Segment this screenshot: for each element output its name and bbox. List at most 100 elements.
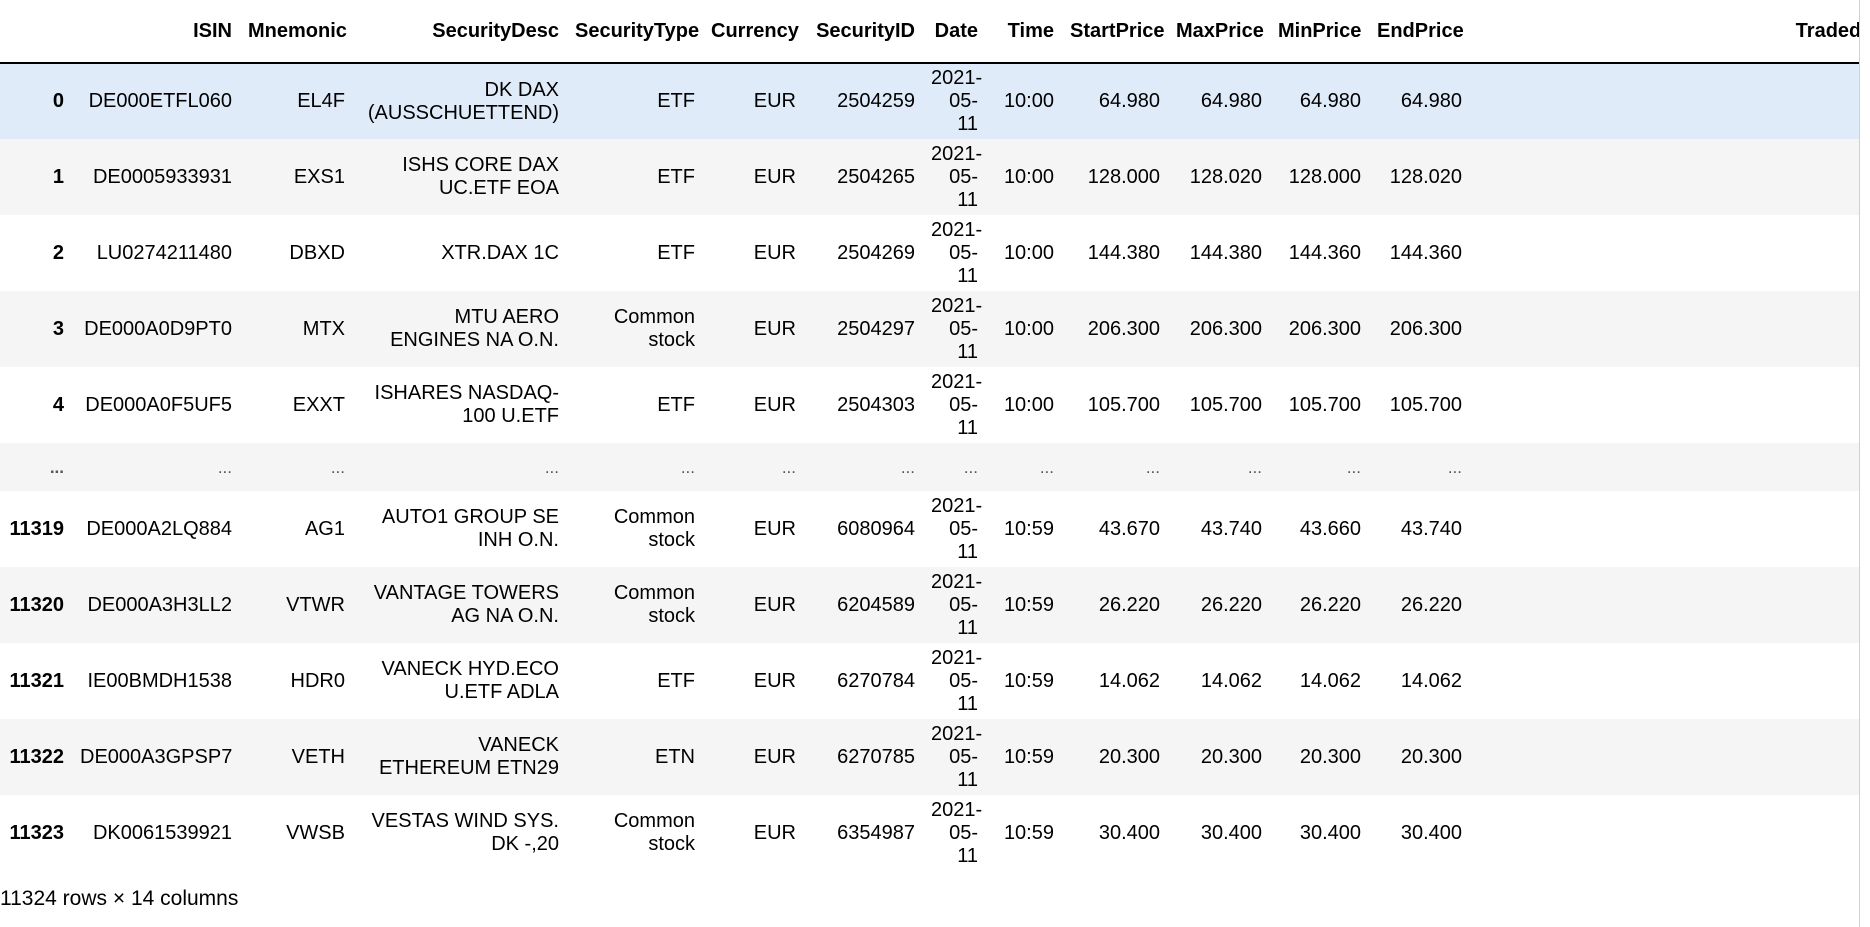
table-cell: 26.220 bbox=[1200, 593, 1262, 616]
table-cell: 10:59 bbox=[1003, 821, 1054, 844]
column-header: TradedVolume bbox=[1470, 0, 1860, 64]
table-cell: VESTAS WIND SYS. DK -,20 bbox=[371, 810, 559, 855]
table-cell: ... bbox=[963, 457, 978, 477]
table-cell: VANTAGE TOWERS AG NA O.N. bbox=[373, 582, 559, 627]
table-cell: 30.400 bbox=[1400, 821, 1462, 844]
table-cell: EL4F bbox=[297, 90, 345, 112]
table-cell: MTU AERO ENGINES NA O.N. bbox=[390, 306, 559, 351]
table-cell: 10:59 bbox=[1003, 669, 1054, 692]
table-cell: 30 bbox=[1470, 491, 1860, 567]
table-cell: 105.700 bbox=[1288, 393, 1361, 416]
table-cell: ... bbox=[900, 457, 915, 477]
row-index: 11323 bbox=[9, 821, 64, 844]
table-cell: DE000A0F5UF5 bbox=[85, 393, 232, 416]
table-cell: 105.700 bbox=[1087, 393, 1160, 416]
table-cell: 2021-05-11 bbox=[931, 494, 983, 563]
table-row[interactable]: 11323 DK0061539921 VWSB VESTAS WIND SYS. DK… bbox=[0, 795, 1860, 870]
table-cell: 30.400 bbox=[1098, 821, 1160, 844]
table-cell: 43.670 bbox=[1098, 517, 1160, 540]
table-cell: 2021-05-11 bbox=[931, 142, 983, 211]
table-cell: 2504297 bbox=[837, 317, 915, 340]
row-index: 11320 bbox=[9, 593, 64, 616]
table-cell: DK0061539921 bbox=[92, 821, 232, 844]
table-row[interactable]: 0 DE000ETFL060 EL4F DK DAX (AUSSCHUETTEND) E… bbox=[0, 63, 1860, 139]
table-cell: DE000A2LQ884 bbox=[86, 517, 232, 540]
header-row: ISIN Mnemonic SecurityDesc SecurityType Curr… bbox=[0, 0, 1860, 64]
table-row[interactable]: 11321 IE00BMDH1538 HDR0 VANECK HYD.ECO U.ET… bbox=[0, 643, 1860, 719]
table-cell: DE0005933931 bbox=[92, 165, 232, 188]
table-cell: 10:59 bbox=[1003, 593, 1054, 616]
table-cell: 20.300 bbox=[1299, 745, 1361, 768]
table-cell: ... bbox=[1447, 457, 1462, 477]
table-cell: 10:59 bbox=[1003, 517, 1054, 540]
table-cell: EUR bbox=[753, 745, 796, 768]
table-cell: ... bbox=[1145, 457, 1160, 477]
table-cell: ... bbox=[330, 457, 345, 477]
table-cell: Common stock bbox=[613, 506, 695, 551]
table-cell: EUR bbox=[753, 593, 796, 616]
row-index: 3 bbox=[52, 317, 64, 340]
table-cell: 2021-05-11 bbox=[931, 798, 983, 867]
column-header: SecurityID bbox=[804, 0, 923, 64]
table-cell: ... bbox=[781, 457, 796, 477]
dataframe-table: ISIN Mnemonic SecurityDesc SecurityType Curr… bbox=[0, 0, 1860, 870]
table-cell: EUR bbox=[753, 241, 796, 264]
table-row[interactable]: 1 DE0005933931 EXS1 ISHS CORE DAX UC.ETF EO… bbox=[0, 139, 1860, 215]
table-cell: 64.980 bbox=[1098, 90, 1160, 112]
table-cell: 2021-05-11 bbox=[931, 646, 983, 715]
table-cell: 14.062 bbox=[1098, 669, 1160, 692]
table-cell: 20.300 bbox=[1200, 745, 1262, 768]
row-index: 0 bbox=[52, 90, 64, 112]
table-row[interactable]: ....................................... bbox=[0, 443, 1860, 491]
table-cell: ETF bbox=[657, 90, 695, 112]
table-cell: 43.740 bbox=[1400, 517, 1462, 540]
table-row[interactable]: 11322 DE000A3GPSP7 VETH VANECK ETHEREUM ETN… bbox=[0, 719, 1860, 795]
table-cell: 2504259 bbox=[837, 90, 915, 112]
table-cell: EUR bbox=[753, 317, 796, 340]
table-row[interactable]: 2 LU0274211480 DBXD XTR.DAX 1C ETF EUR 2504269… bbox=[0, 215, 1860, 291]
table-cell bbox=[1470, 795, 1860, 870]
table-cell: ... bbox=[217, 457, 232, 477]
row-index: 11322 bbox=[9, 745, 64, 768]
table-cell: 206.300 bbox=[1389, 317, 1462, 340]
table-cell bbox=[1470, 443, 1860, 491]
table-cell: ETF bbox=[657, 669, 695, 692]
row-index: 2 bbox=[52, 241, 64, 264]
table-cell: IE00BMDH1538 bbox=[87, 669, 232, 692]
table-cell: ... bbox=[1346, 457, 1361, 477]
table-body: 0 DE000ETFL060 EL4F DK DAX (AUSSCHUETTEND) E… bbox=[0, 63, 1860, 870]
table-cell: VWSB bbox=[286, 821, 345, 844]
table-cell: 43.740 bbox=[1200, 517, 1262, 540]
table-cell: 144.380 bbox=[1189, 241, 1262, 264]
table-row[interactable]: 3 DE000A0D9PT0 MTX MTU AERO ENGINES NA O.N.… bbox=[0, 291, 1860, 367]
table-row[interactable]: 11320 DE000A3H3LL2 VTWR VANTAGE TOWERS AG N… bbox=[0, 567, 1860, 643]
table-cell: ETN bbox=[655, 745, 695, 768]
table-cell: 206.300 bbox=[1189, 317, 1262, 340]
table-cell: ISHS CORE DAX UC.ETF EOA bbox=[402, 154, 559, 199]
table-cell: 10:00 bbox=[1003, 241, 1054, 264]
table-row[interactable]: 4 DE000A0F5UF5 EXXT ISHARES NASDAQ-100 U.ET… bbox=[0, 367, 1860, 443]
table-header: ISIN Mnemonic SecurityDesc SecurityType Curr… bbox=[0, 0, 1860, 64]
table-cell: VTWR bbox=[286, 593, 345, 616]
table-cell: ... bbox=[544, 457, 559, 477]
table-cell: XTR.DAX 1C bbox=[441, 241, 559, 264]
table-cell: 206.300 bbox=[1087, 317, 1160, 340]
table-cell: 10:00 bbox=[1003, 165, 1054, 188]
table-cell: 10:59 bbox=[1003, 745, 1054, 768]
table-cell: EUR bbox=[753, 517, 796, 540]
table-cell: 10:00 bbox=[1003, 90, 1054, 112]
table-cell: EUR bbox=[753, 393, 796, 416]
table-row[interactable]: 11319 DE000A2LQ884 AG1 AUTO1 GROUP SE INH O… bbox=[0, 491, 1860, 567]
table-cell: 206.300 bbox=[1288, 317, 1361, 340]
table-cell: Common stock bbox=[613, 810, 695, 855]
table-cell: 2021-05-11 bbox=[931, 370, 983, 439]
dataframe-shape-label: 11324 rows × 14 columns bbox=[0, 887, 239, 910]
table-cell: DE000A3H3LL2 bbox=[87, 593, 232, 616]
column-header: Time bbox=[986, 0, 1062, 64]
table-cell: AG1 bbox=[304, 517, 345, 540]
table-cell: EUR bbox=[753, 165, 796, 188]
row-index: 4 bbox=[52, 393, 64, 416]
table-cell: 144.360 bbox=[1288, 241, 1361, 264]
table-cell: 128.000 bbox=[1288, 165, 1361, 188]
vertical-scrollbar[interactable] bbox=[1859, 0, 1870, 927]
